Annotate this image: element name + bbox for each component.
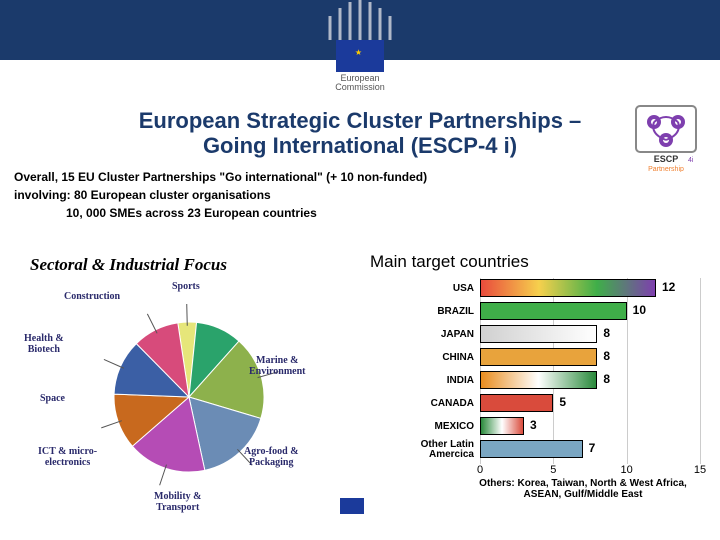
bar-category: BRAZIL xyxy=(388,307,480,318)
bar-fill xyxy=(480,279,656,297)
pie-slice-label: Sports xyxy=(172,282,200,293)
bar-row: INDIA 8 xyxy=(388,370,700,392)
bar-category: JAPAN xyxy=(388,330,480,341)
bar-category: INDIA xyxy=(388,376,480,387)
bar-fill xyxy=(480,302,627,320)
bar-fill xyxy=(480,348,597,366)
page-title: European Strategic Cluster Partnerships … xyxy=(0,108,720,159)
eu-flag-small-icon xyxy=(340,498,364,514)
bar-value: 5 xyxy=(559,395,566,409)
pie-chart: Sports Marine &Environment Agro-food &Pack… xyxy=(24,282,354,512)
pie-slice-label: Health &Biotech xyxy=(24,334,64,355)
bar-chart: USA 12 BRAZIL 10 JAPAN 8 CHINA 8 INDIA 8 CANADA 5 ME… xyxy=(388,278,700,462)
bar-row: USA 12 xyxy=(388,278,700,300)
bar-value: 10 xyxy=(633,303,646,317)
axis-tick: 10 xyxy=(621,464,633,476)
bar-row: MEXICO 3 xyxy=(388,416,700,438)
bar-row: JAPAN 8 xyxy=(388,324,700,346)
bar-fill xyxy=(480,394,553,412)
pie-title: Sectoral & Industrial Focus xyxy=(30,255,227,275)
bar-row: Other LatinAmercica 7 xyxy=(388,439,700,461)
ec-logo: EuropeanCommission xyxy=(320,14,400,98)
bar-category: MEXICO xyxy=(388,422,480,433)
ec-label: EuropeanCommission xyxy=(320,74,400,92)
bar-value: 3 xyxy=(530,418,537,432)
bar-row: CANADA 5 xyxy=(388,393,700,415)
bar-category: CHINA xyxy=(388,353,480,364)
summary-text: Overall, 15 EU Cluster Partnerships "Go … xyxy=(14,170,427,224)
bar-value: 8 xyxy=(603,372,610,386)
pie-slice-label: Marine &Environment xyxy=(249,356,306,377)
bar-fill xyxy=(480,417,524,435)
eu-flag-icon xyxy=(336,40,384,72)
grid-line xyxy=(700,278,701,464)
others-note: Others: Korea, Taiwan, North & West Afri… xyxy=(458,478,708,500)
barchart-title: Main target countries xyxy=(370,252,700,272)
bar-row: CHINA 8 xyxy=(388,347,700,369)
axis-tick: 5 xyxy=(550,464,556,476)
pie-slice-label: ICT & micro-electronics xyxy=(38,447,97,468)
bar-category: Other LatinAmercica xyxy=(388,440,480,461)
bar-fill xyxy=(480,325,597,343)
bar-value: 8 xyxy=(603,326,610,340)
bar-value: 8 xyxy=(603,349,610,363)
bar-category: USA xyxy=(388,284,480,295)
axis-tick: 15 xyxy=(694,464,706,476)
svg-text:Partnership: Partnership xyxy=(648,166,684,172)
bar-fill xyxy=(480,440,583,458)
bar-category: CANADA xyxy=(388,399,480,410)
pie-slice-label: Agro-food &Packaging xyxy=(244,447,299,468)
pie-slice-label: Space xyxy=(40,394,65,405)
bar-x-axis: 051015 xyxy=(480,464,700,478)
bar-value: 7 xyxy=(589,441,596,455)
bar-fill xyxy=(480,371,597,389)
bar-row: BRAZIL 10 xyxy=(388,301,700,323)
pie-slice-label: Mobility &Transport xyxy=(154,492,202,513)
pie-slice-label: Construction xyxy=(64,292,120,303)
axis-tick: 0 xyxy=(477,464,483,476)
bar-value: 12 xyxy=(662,280,675,294)
